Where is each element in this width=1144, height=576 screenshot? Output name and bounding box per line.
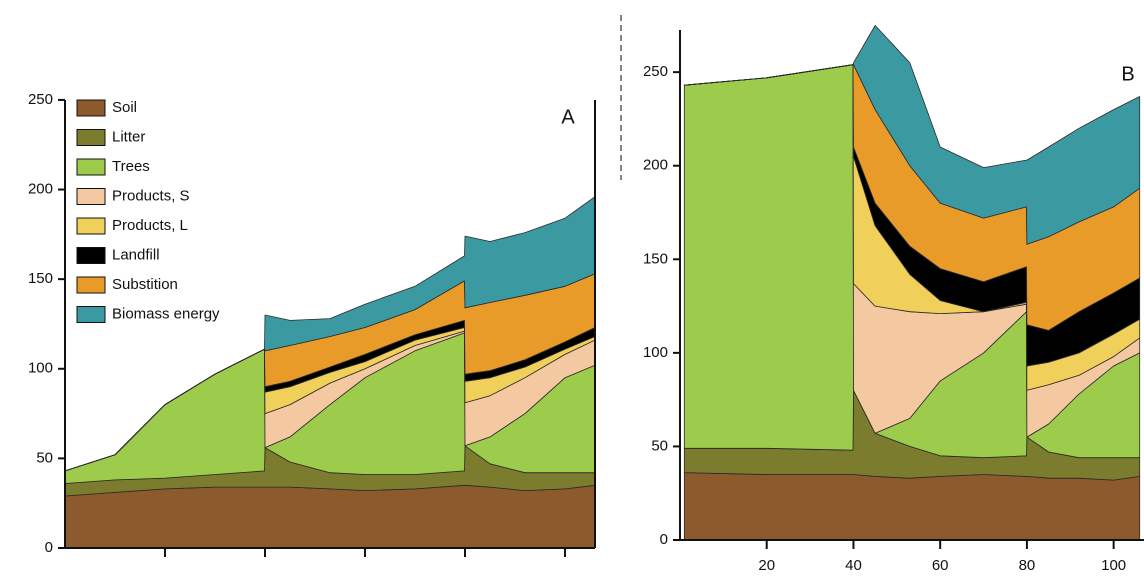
area-layer xyxy=(683,472,1141,540)
y-tick-label: 250 xyxy=(643,63,668,80)
y-tick-label: 0 xyxy=(660,531,668,548)
legend-swatch xyxy=(76,188,106,205)
legend-swatch xyxy=(76,306,106,323)
legend-label: Biomass energy xyxy=(112,305,220,322)
legend-label: Products, S xyxy=(112,187,190,204)
legend-swatch xyxy=(76,217,106,235)
area-layer xyxy=(65,196,595,472)
y-tick-label: 100 xyxy=(643,344,668,361)
x-tick-label: 60 xyxy=(932,557,949,574)
legend-label: Trees xyxy=(112,158,150,175)
legend-swatch xyxy=(76,276,106,294)
y-tick-label: 50 xyxy=(36,449,53,466)
y-tick-label: 250 xyxy=(28,91,53,108)
x-tick-label: 40 xyxy=(845,557,862,574)
x-tick-label: 20 xyxy=(758,557,775,574)
x-tick-label: 80 xyxy=(1019,557,1036,574)
legend-swatch xyxy=(76,129,106,146)
legend-label: Soil xyxy=(112,99,137,116)
legend-label: Substition xyxy=(112,276,178,293)
panel-label: B xyxy=(1121,63,1134,85)
y-tick-label: 100 xyxy=(28,360,53,377)
panels: 050100150200250ASoilLitterTreesProducts,… xyxy=(28,25,1144,574)
plot-area xyxy=(683,25,1141,540)
area-layer xyxy=(683,25,1141,245)
x-tick-label: 100 xyxy=(1101,557,1126,574)
panel-label: A xyxy=(561,106,575,128)
plot-area xyxy=(65,196,595,548)
legend-label: Litter xyxy=(112,128,145,145)
y-tick-label: 50 xyxy=(651,437,668,454)
y-tick-label: 200 xyxy=(643,157,668,174)
legend-swatch xyxy=(76,158,106,176)
y-tick-label: 200 xyxy=(28,181,53,198)
y-tick-label: 0 xyxy=(45,539,53,556)
area-layer xyxy=(65,484,595,548)
legend-swatch xyxy=(76,247,106,264)
legend-swatch xyxy=(76,99,106,117)
legend-label: Landfill xyxy=(112,246,160,263)
y-tick-label: 150 xyxy=(28,270,53,287)
y-tick-label: 150 xyxy=(643,250,668,267)
legend-label: Products, L xyxy=(112,217,188,234)
